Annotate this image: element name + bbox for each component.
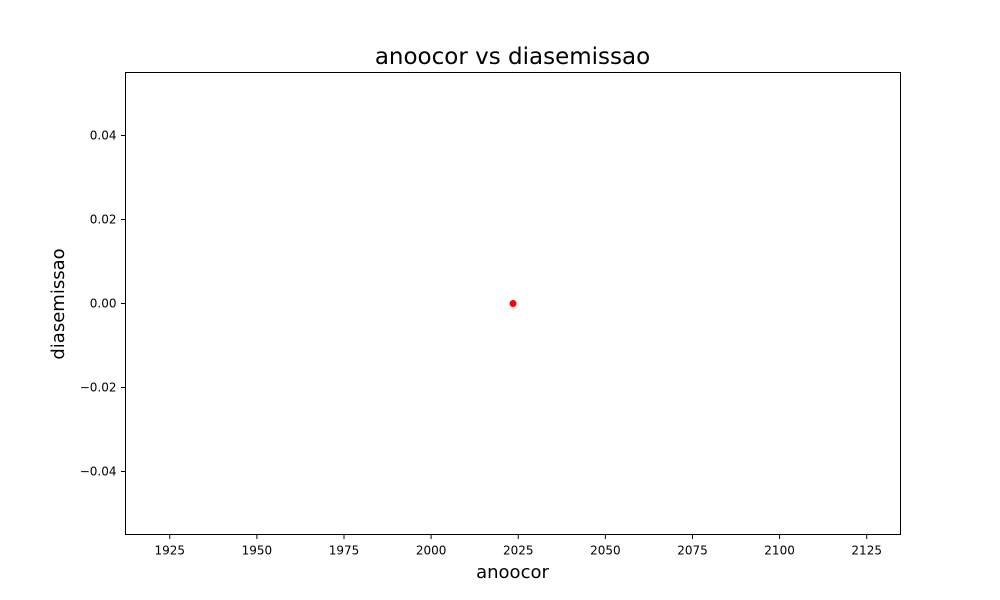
y-axis-ticks: −0.04 −0.02 0.00 0.02 0.04 bbox=[80, 129, 126, 479]
x-tick-label: 2075 bbox=[677, 544, 708, 558]
x-tick-label: 2000 bbox=[416, 544, 447, 558]
data-point bbox=[509, 300, 517, 307]
y-tick-label: −0.02 bbox=[80, 381, 117, 395]
x-tick-label: 2100 bbox=[764, 544, 795, 558]
x-tick-label: 1925 bbox=[154, 544, 185, 558]
data-points bbox=[509, 300, 517, 307]
y-tick-label: −0.04 bbox=[80, 465, 117, 479]
y-tick-label: 0.02 bbox=[90, 213, 117, 227]
chart-title: anoocor vs diasemissao bbox=[375, 44, 650, 70]
y-tick-label: 0.04 bbox=[90, 129, 117, 143]
x-tick-label: 1950 bbox=[242, 544, 273, 558]
y-axis-label: diasemissao bbox=[48, 248, 69, 359]
x-tick-label: 2025 bbox=[503, 544, 534, 558]
x-tick-label: 1975 bbox=[329, 544, 360, 558]
y-tick-label: 0.00 bbox=[90, 297, 117, 311]
x-axis-ticks: 1925 1950 1975 2000 2025 2050 2075 2100 2125 bbox=[154, 534, 882, 558]
x-tick-label: 2050 bbox=[590, 544, 621, 558]
x-axis-label: anoocor bbox=[476, 562, 549, 583]
x-tick-label: 2125 bbox=[851, 544, 882, 558]
